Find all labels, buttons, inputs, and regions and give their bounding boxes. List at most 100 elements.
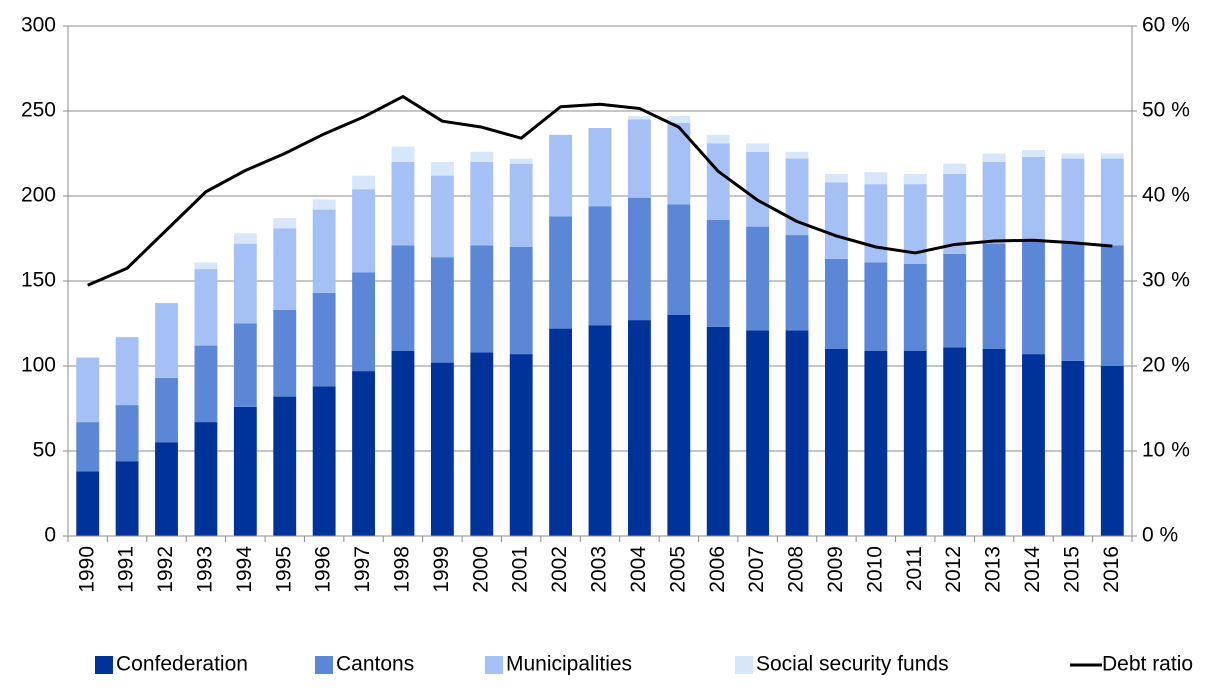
bar-segment — [76, 357, 100, 423]
bar-segment — [470, 151, 494, 162]
bar-segment — [194, 262, 218, 270]
x-tick-label: 2008 — [785, 546, 808, 593]
bar-segment — [273, 228, 297, 310]
bar-segment — [115, 337, 139, 406]
bar-segment — [746, 330, 770, 536]
bar-segment — [588, 325, 612, 536]
bar-segment — [233, 406, 257, 536]
bar-segment — [430, 175, 454, 258]
bar-segment — [312, 386, 336, 536]
legend-swatch — [735, 656, 753, 674]
bar-segment — [864, 262, 888, 351]
x-tick-label: 2011 — [903, 546, 926, 591]
bar-segment — [312, 209, 336, 293]
x-tick-label: 2000 — [469, 546, 492, 593]
y2-tick-label: 30 % — [1142, 269, 1190, 292]
x-tick-label: 2016 — [1100, 546, 1123, 593]
legend-swatch — [315, 656, 333, 674]
bar-segment — [273, 309, 297, 397]
bar-segment — [627, 116, 651, 120]
y-tick-label: 250 — [21, 99, 56, 122]
bar-segment — [903, 184, 927, 264]
bar-segment — [470, 352, 494, 536]
bar-segment — [1022, 354, 1045, 536]
y-tick-label: 50 — [33, 439, 56, 462]
x-tick-label: 2013 — [982, 546, 1005, 593]
bar-segment — [509, 158, 533, 164]
bar-segment — [391, 350, 415, 536]
bar-segment — [1061, 158, 1085, 244]
bar-segment — [785, 158, 809, 236]
x-tick-label: 2002 — [548, 546, 571, 593]
bar-segment — [864, 350, 888, 536]
bar-segment — [155, 377, 178, 443]
bar-segment — [1022, 150, 1045, 157]
bar-segment — [194, 422, 218, 536]
bar-segment — [155, 303, 178, 378]
x-tick-label: 1990 — [75, 546, 98, 593]
bar-segment — [706, 134, 730, 144]
x-tick-label: 2010 — [863, 546, 886, 593]
bar-segment — [667, 116, 691, 123]
bar-segment — [1100, 158, 1124, 246]
bar-segment — [1022, 241, 1045, 355]
bar-segment — [273, 396, 297, 536]
x-tick-label: 2001 — [509, 546, 532, 593]
y-tick-label: 100 — [21, 354, 56, 377]
y2-tick-label: 40 % — [1142, 184, 1190, 207]
bar-segment — [273, 218, 297, 229]
y-tick-label: 150 — [21, 269, 56, 292]
y2-tick-label: 20 % — [1142, 354, 1190, 377]
x-tick-label: 2003 — [588, 546, 611, 593]
bar-segment — [1100, 245, 1124, 366]
bar-segment — [1061, 153, 1085, 159]
y2-tick-label: 50 % — [1142, 99, 1190, 122]
x-tick-label: 1995 — [272, 546, 295, 593]
bar-segment — [312, 199, 336, 210]
x-tick-label: 2009 — [824, 546, 847, 593]
bar-segment — [233, 243, 257, 324]
bar-segment — [194, 269, 218, 346]
bar-segment — [903, 264, 927, 351]
legend-label: Confederation — [116, 653, 248, 676]
bar-segment — [864, 172, 888, 185]
bar-segment — [549, 216, 573, 329]
x-tick-label: 1992 — [154, 546, 177, 593]
bar-segment — [588, 206, 612, 326]
bar-segment — [667, 122, 691, 205]
legend-label: Cantons — [336, 653, 414, 676]
bar-segment — [391, 162, 415, 246]
legend-label: Municipalities — [506, 653, 632, 676]
bar-segment — [627, 197, 651, 321]
legend-label: Social security funds — [756, 653, 949, 676]
legend-swatch — [95, 656, 113, 674]
bar-segment — [1061, 243, 1085, 361]
bar-segment — [706, 143, 730, 220]
y-tick-label: 200 — [21, 184, 56, 207]
bar-segment — [1061, 360, 1085, 536]
bar-segment — [1022, 156, 1045, 242]
y2-tick-label: 10 % — [1142, 439, 1190, 462]
x-tick-label: 1991 — [115, 546, 138, 593]
bar-segment — [627, 320, 651, 536]
bar-segment — [825, 258, 848, 349]
y2-tick-label: 60 % — [1142, 14, 1190, 37]
bar-segment — [549, 328, 573, 536]
x-tick-label: 1993 — [193, 546, 216, 593]
x-tick-label: 1999 — [430, 546, 453, 593]
bar-segment — [785, 151, 809, 159]
bar-segment — [76, 422, 100, 472]
bar-segment — [706, 219, 730, 327]
bar-segment — [746, 151, 770, 227]
bar-segment — [982, 162, 1006, 244]
legend-swatch — [485, 656, 503, 674]
bar-segment — [115, 461, 139, 536]
x-tick-label: 1997 — [351, 546, 374, 593]
bar-segment — [943, 253, 967, 348]
bar-segment — [825, 182, 848, 259]
bar-segment — [352, 175, 375, 190]
bar-segment — [391, 245, 415, 351]
bar-segment — [233, 233, 257, 244]
bar-segment — [430, 162, 454, 176]
